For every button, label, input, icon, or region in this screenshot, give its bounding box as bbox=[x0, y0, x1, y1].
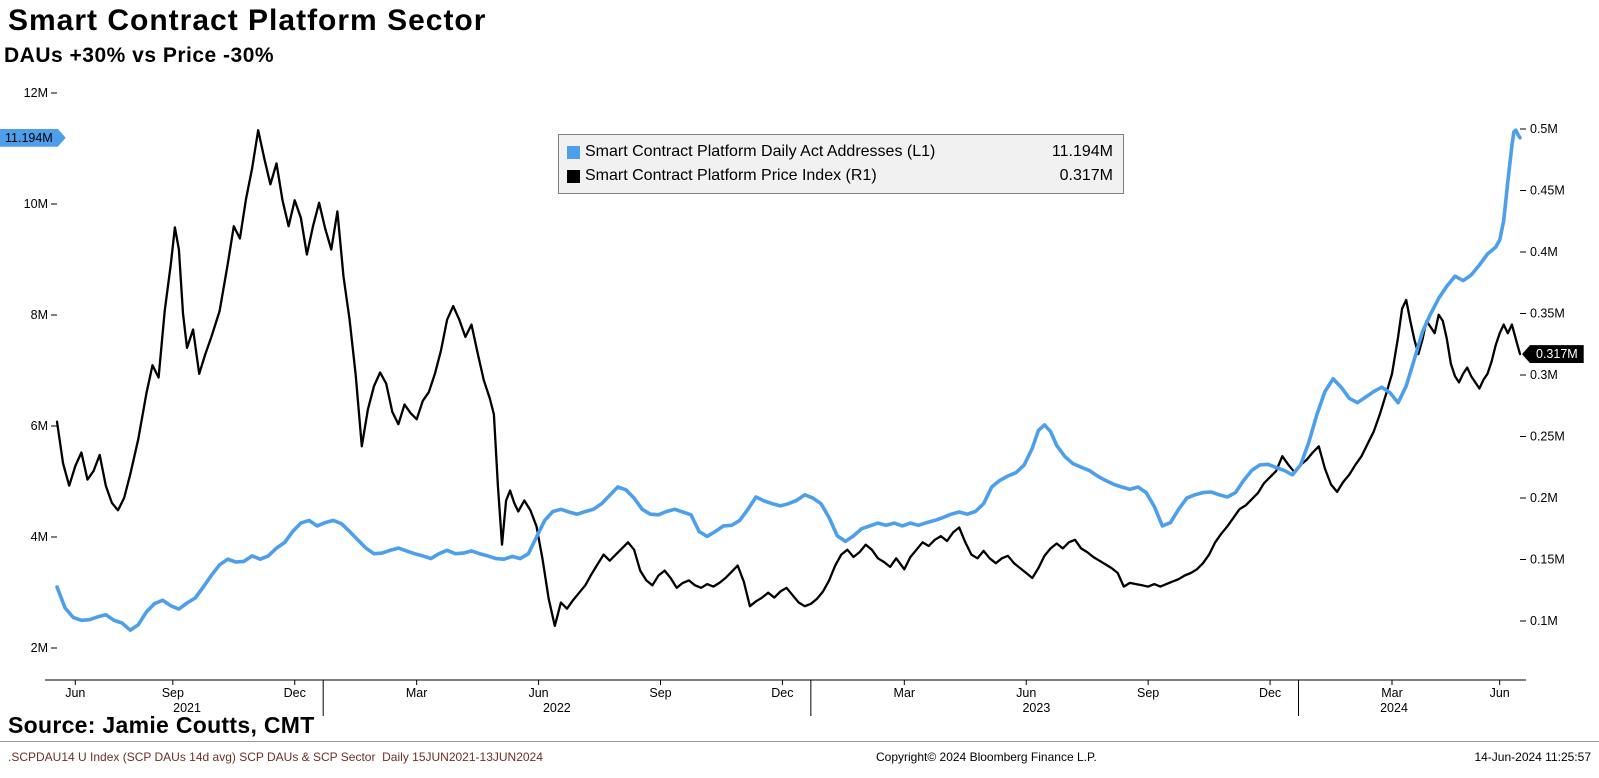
left-axis-label: 8M bbox=[31, 308, 48, 322]
right-axis-label: 0.15M bbox=[1530, 553, 1565, 567]
right-axis-label: 0.2M bbox=[1530, 491, 1558, 505]
chart-plot-area[interactable]: Jun Sep Dec Mar Jun Sep Dec Mar Jun Sep Dec Mar Jun2… bbox=[0, 0, 1599, 740]
x-axis-year-label: 2023 bbox=[1022, 701, 1050, 715]
left-axis-label: 4M bbox=[31, 530, 48, 544]
right-axis-label: 0.3M bbox=[1530, 368, 1558, 382]
x-axis-month-label: Sep bbox=[162, 686, 184, 700]
x-axis-month-label: Dec bbox=[1259, 686, 1281, 700]
footer-copyright: Copyright© 2024 Bloomberg Finance L.P. bbox=[876, 750, 1097, 764]
footer-timestamp: 14-Jun-2024 11:25:57 bbox=[1474, 750, 1591, 764]
source-attribution: Source: Jamie Coutts, CMT bbox=[8, 712, 315, 738]
right-axis-label: 0.4M bbox=[1530, 245, 1558, 259]
legend-item-price[interactable]: Smart Contract Platform Price Index (R1)… bbox=[567, 166, 1113, 186]
x-axis-year-label: 2022 bbox=[543, 701, 571, 715]
footer-ticker-info: .SCPDAU14 U Index (SCP DAUs 14d avg) SCP… bbox=[8, 750, 543, 764]
chart-legend[interactable]: Smart Contract Platform Daily Act Addres… bbox=[558, 134, 1124, 194]
series-line-price[interactable] bbox=[55, 129, 1522, 628]
x-axis-month-label: Dec bbox=[771, 686, 793, 700]
right-axis-label: 0.1M bbox=[1530, 614, 1558, 628]
x-axis-month-label: Jun bbox=[65, 686, 85, 700]
left-axis-label: 12M bbox=[24, 86, 48, 100]
x-axis-year-label: 2024 bbox=[1380, 701, 1408, 715]
x-axis-month-label: Mar bbox=[894, 686, 916, 700]
x-axis-month-label: Dec bbox=[284, 686, 306, 700]
right-axis-label: 0.45M bbox=[1530, 184, 1565, 198]
x-axis-month-label: Jun bbox=[1490, 686, 1510, 700]
legend-value-price: 0.317M bbox=[1059, 167, 1113, 184]
legend-item-daus[interactable]: Smart Contract Platform Daily Act Addres… bbox=[567, 142, 1113, 162]
legend-label-price: Smart Contract Platform Price Index (R1) bbox=[585, 167, 877, 184]
x-axis-month-label: Mar bbox=[406, 686, 428, 700]
footer-bar: .SCPDAU14 U Index (SCP DAUs 14d avg) SCP… bbox=[0, 741, 1599, 778]
left-axis-label: 2M bbox=[31, 641, 48, 655]
right-axis-label: 0.5M bbox=[1530, 122, 1558, 136]
series-line-daus[interactable] bbox=[55, 128, 1522, 633]
x-axis-month-label: Mar bbox=[1381, 686, 1403, 700]
right-axis-label: 0.35M bbox=[1530, 307, 1565, 321]
legend-label-daus: Smart Contract Platform Daily Act Addres… bbox=[585, 143, 936, 160]
left-axis-label: 10M bbox=[24, 197, 48, 211]
last-value-tag-price: 0.317M bbox=[1522, 345, 1584, 364]
right-axis-label: 0.25M bbox=[1530, 430, 1565, 444]
legend-swatch-daus-icon bbox=[567, 145, 580, 159]
x-axis-month-label: Jun bbox=[1016, 686, 1036, 700]
x-axis-month-label: Jun bbox=[528, 686, 548, 700]
chart-subtitle: DAUs +30% vs Price -30% bbox=[4, 44, 275, 67]
chart-title: Smart Contract Platform Sector bbox=[8, 4, 487, 37]
last-value-tag-daus: 11.194M bbox=[0, 129, 66, 147]
legend-value-daus: 11.194M bbox=[1051, 143, 1113, 160]
x-axis-month-label: Sep bbox=[1137, 686, 1159, 700]
x-axis-month-label: Sep bbox=[649, 686, 671, 700]
x-axis-year-label: 2021 bbox=[173, 701, 201, 715]
legend-swatch-price-icon bbox=[567, 169, 580, 183]
left-axis-label: 6M bbox=[31, 419, 48, 433]
